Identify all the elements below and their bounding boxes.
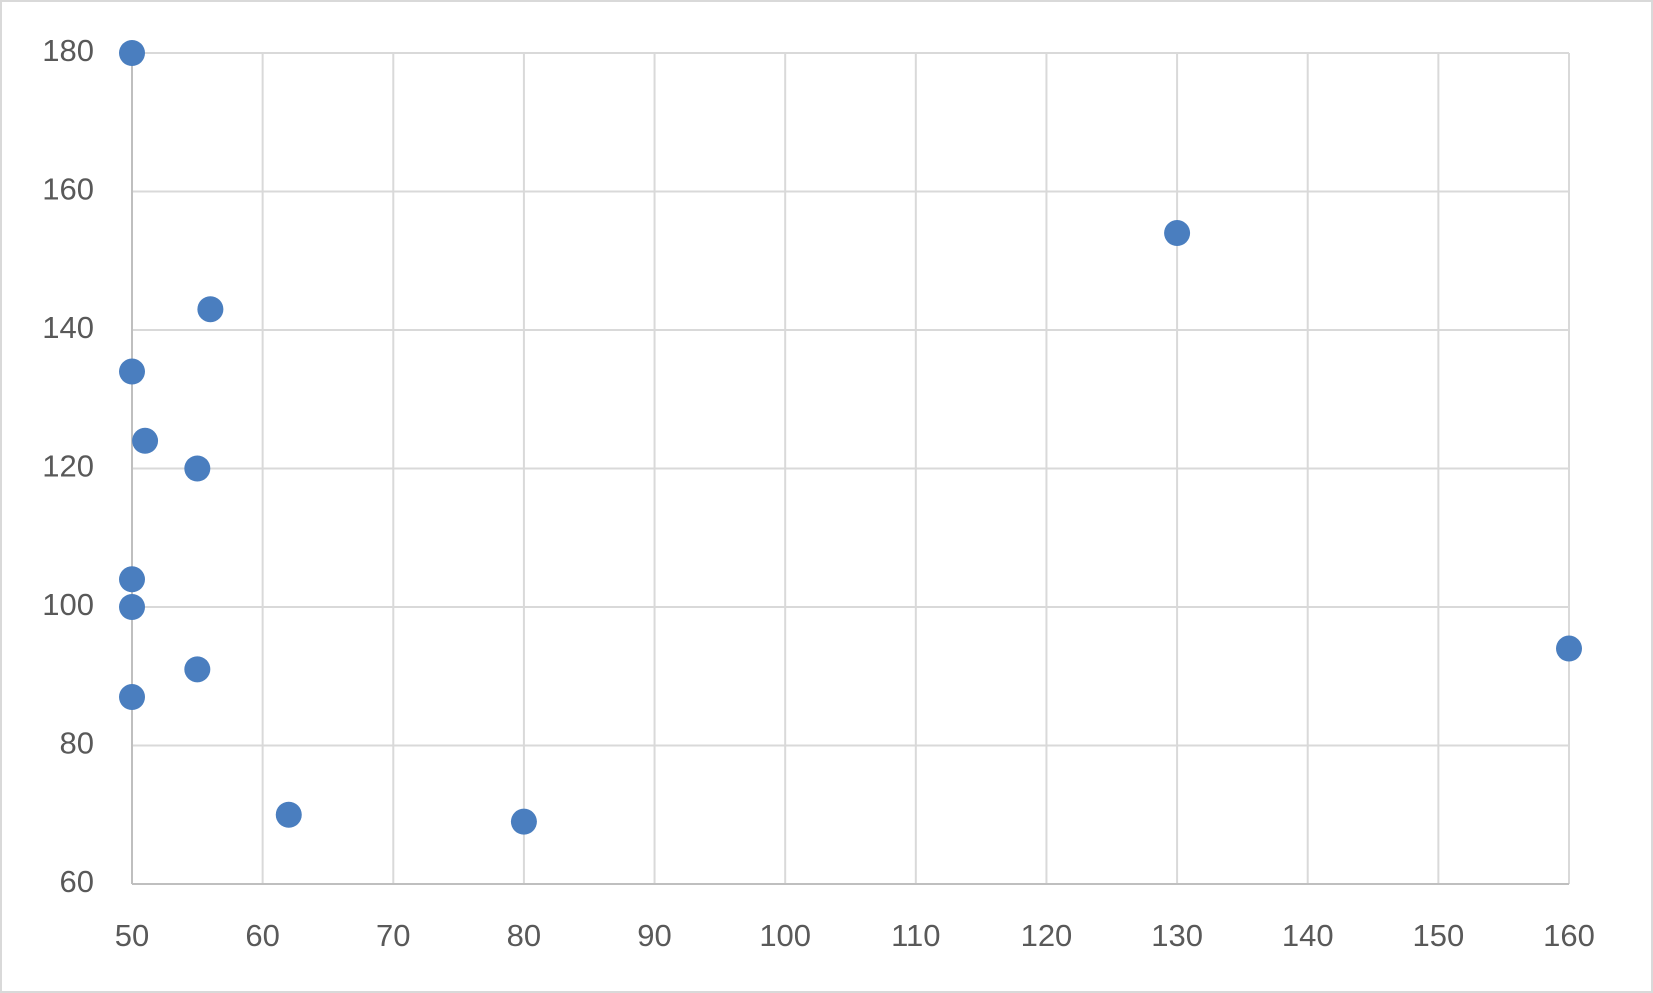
point: [119, 358, 145, 385]
y-tick-label: 140: [42, 310, 94, 345]
y-tick-label: 120: [42, 449, 94, 484]
y-tick-label: 80: [60, 726, 94, 761]
y-tick-label: 160: [42, 172, 94, 207]
y-tick-label: 100: [42, 587, 94, 622]
point: [275, 801, 302, 828]
x-tick-label: 60: [245, 918, 279, 953]
point: [132, 427, 159, 454]
point: [119, 566, 145, 593]
point: [1164, 220, 1191, 247]
point: [119, 40, 145, 66]
x-tick-label: 50: [115, 918, 149, 953]
point: [184, 455, 211, 482]
x-tick-label: 100: [759, 918, 811, 953]
x-tick-label: 140: [1282, 918, 1334, 953]
x-tick-label: 80: [507, 918, 541, 953]
x-tick-label: 120: [1021, 918, 1073, 953]
y-tick-label: 180: [42, 33, 94, 68]
x-tick-label: 90: [637, 918, 671, 953]
point: [184, 656, 211, 683]
x-tick-label: 150: [1412, 918, 1464, 953]
point: [197, 296, 224, 323]
y-tick-label: 60: [60, 864, 94, 899]
point: [119, 684, 145, 711]
x-tick-label: 130: [1151, 918, 1203, 953]
point: [1556, 635, 1582, 662]
point: [510, 808, 537, 835]
x-tick-label: 110: [891, 918, 940, 953]
point: [119, 594, 145, 620]
x-tick-label: 160: [1543, 918, 1595, 953]
x-tick-label: 70: [376, 918, 410, 953]
